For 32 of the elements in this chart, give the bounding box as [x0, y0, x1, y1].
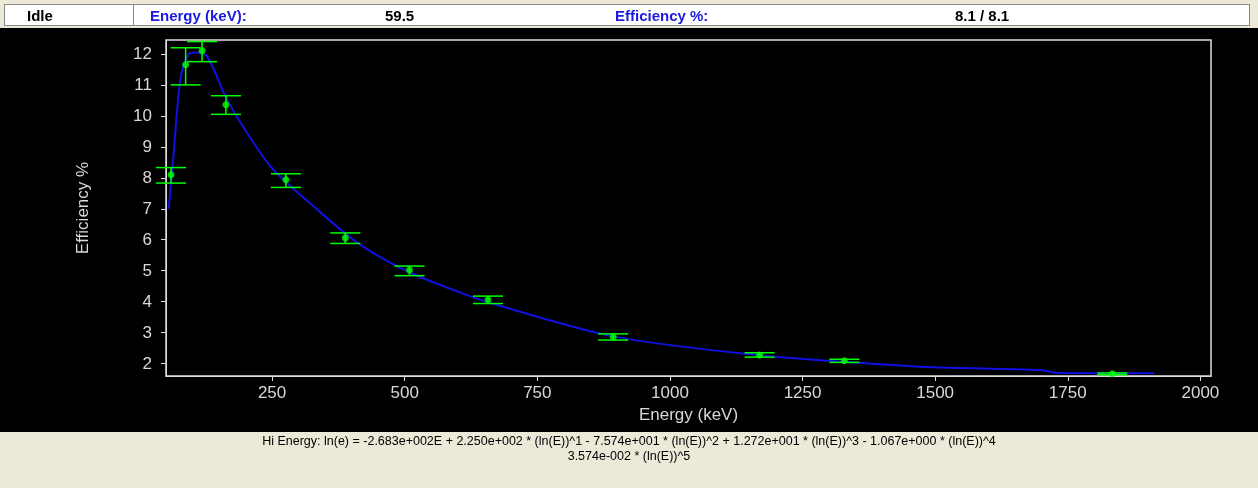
x-tick-label: 750 [523, 383, 552, 402]
point [182, 61, 190, 69]
text: Hi Energy: ln(e) = -2.683e+002E + 2.250e+002 * (ln(E))^1 - 7.574e+001 * (ln(E))^2 + 1.272e+001 * (ln(E))^3 - 1.067e+000 * (ln(E))^4 3.574e-002 * (ln(E))^5 [261, 434, 997, 464]
y-tick-label: 6 [142, 230, 152, 250]
text: Energy (keV): [150, 6, 247, 24]
text: Efficiency %: [615, 6, 709, 24]
point [167, 171, 175, 179]
text: 8.1 / 8.1 [955, 6, 1010, 24]
x-tick-label: 250 [257, 383, 287, 402]
y-tick-label: 3 [142, 323, 152, 343]
point [282, 176, 290, 184]
y-tick-label: 2 [142, 354, 152, 374]
text: Idle [27, 6, 53, 24]
text: 59.5 [385, 6, 415, 24]
x-tick-label: 1250 [783, 383, 822, 402]
y-axis-title: Efficiency % [73, 161, 92, 255]
x-tick-label: 2000 [1181, 383, 1220, 402]
y-tick-label: 4 [142, 292, 152, 312]
point [198, 47, 206, 55]
y-tick-label: 8 [142, 168, 152, 188]
x-tick-label: 1500 [916, 383, 955, 402]
y-tick-label: 11 [134, 75, 152, 95]
point [222, 101, 230, 109]
x-tick-label: 1750 [1048, 383, 1087, 402]
y-tick-label: 9 [142, 137, 152, 157]
y-tick-label: 7 [142, 199, 152, 219]
x-tick-label: 1000 [651, 383, 689, 402]
y-tick-label: 5 [142, 261, 152, 281]
x-tick-label: 500 [390, 383, 419, 402]
x-axis-title: Energy (keV) [638, 405, 739, 424]
y-tick-label: 12 [133, 44, 152, 64]
y-tick-label: 10 [133, 106, 152, 126]
